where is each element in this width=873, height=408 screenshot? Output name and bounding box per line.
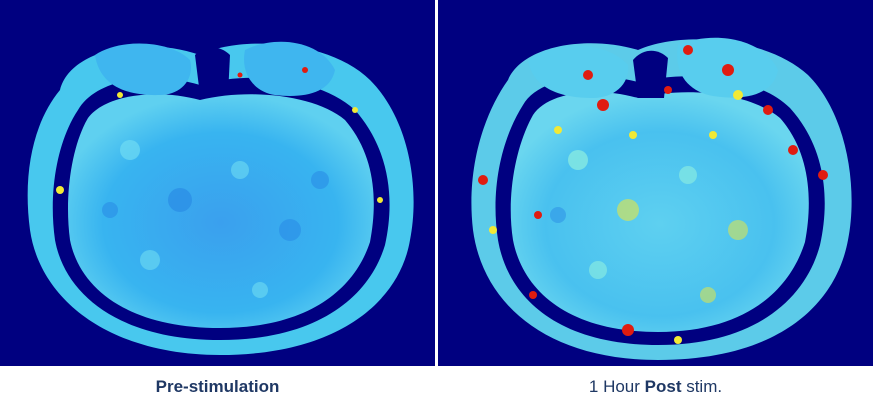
post-caption-suffix: stim.	[681, 377, 723, 396]
post-stimulation-brain-map	[471, 37, 852, 360]
brain-tissue	[510, 91, 809, 332]
panel-divider	[435, 0, 438, 366]
pre-stimulation-brain-map	[27, 41, 414, 356]
post-caption-bold: Post	[644, 377, 682, 396]
post-stimulation-caption: 1 Hour Post stim.	[438, 376, 873, 398]
pre-stimulation-scan-image	[0, 0, 435, 366]
pre-stimulation-caption: Pre-stimulation	[155, 377, 280, 396]
post-stimulation-scan-image	[438, 0, 873, 366]
post-caption-prefix: 1 Hour	[588, 377, 645, 396]
brain-tissue	[68, 94, 374, 328]
